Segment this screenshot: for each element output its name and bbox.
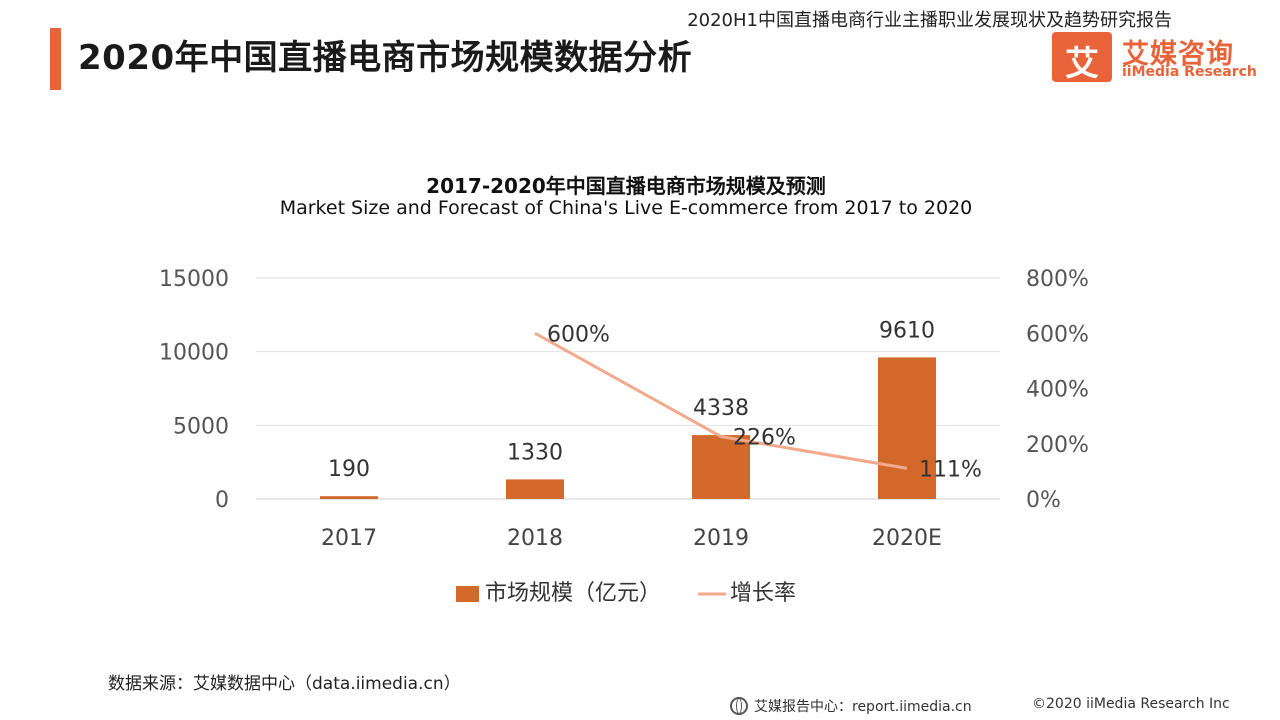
bar-value-label: 4338	[693, 396, 749, 421]
growth-value-label: 111%	[919, 457, 982, 482]
bar-value-label: 1330	[507, 440, 563, 465]
y-right-tick-label: 200%	[1026, 433, 1089, 458]
page-title: 2020年中国直播电商市场规模数据分析	[78, 38, 693, 78]
logo-name-en: iiMedia Research	[1122, 64, 1257, 80]
y-left-tick-label: 5000	[173, 414, 229, 439]
legend-line-label: 增长率	[730, 581, 796, 606]
y-left-tick-label: 10000	[159, 341, 229, 366]
chart-title: 2017-2020年中国直播电商市场规模及预测	[426, 174, 826, 198]
y-right-tick-label: 800%	[1026, 267, 1089, 292]
y-right-tick-label: 0%	[1026, 488, 1061, 513]
logo-mark: 艾	[1052, 32, 1112, 84]
data-source: 数据来源：艾媒数据中心（data.iimedia.cn）	[108, 674, 461, 694]
growth-line	[534, 331, 908, 470]
x-tick-label: 2018	[507, 526, 563, 551]
logo-name-cn: 艾媒咨询	[1122, 39, 1234, 70]
y-right-tick-label: 600%	[1026, 322, 1089, 347]
bar-value-label: 190	[328, 457, 370, 482]
growth-value-label: 600%	[547, 322, 610, 347]
title-accent-bar	[50, 28, 61, 90]
y-left-tick-label: 0	[215, 488, 229, 513]
legend-bar-label: 市场规模（亿元）	[485, 581, 661, 606]
bar	[878, 357, 936, 499]
y-right-tick-label: 400%	[1026, 378, 1089, 403]
copyright: ©2020 iiMedia Research Inc	[1032, 696, 1230, 712]
bar	[506, 479, 564, 499]
chart-subtitle: Market Size and Forecast of China's Live…	[279, 197, 973, 219]
x-tick-label: 2017	[321, 526, 377, 551]
x-tick-label: 2020E	[872, 526, 942, 551]
bar	[320, 496, 378, 499]
iimedia-logo: 艾 艾媒咨询 iiMedia Research	[1052, 32, 1262, 84]
report-name: 2020H1中国直播电商行业主播职业发展现状及趋势研究报告	[687, 10, 1172, 31]
report-center: 艾媒报告中心：report.iimedia.cn	[730, 696, 972, 716]
growth-value-label: 226%	[733, 426, 796, 451]
legend-bar-swatch	[456, 586, 479, 602]
report-center-text: 艾媒报告中心：report.iimedia.cn	[754, 699, 972, 715]
x-tick-label: 2019	[693, 526, 749, 551]
y-left-tick-label: 15000	[159, 267, 229, 292]
globe-icon	[730, 697, 748, 715]
bar	[692, 435, 750, 499]
bar-value-label: 9610	[879, 318, 935, 343]
